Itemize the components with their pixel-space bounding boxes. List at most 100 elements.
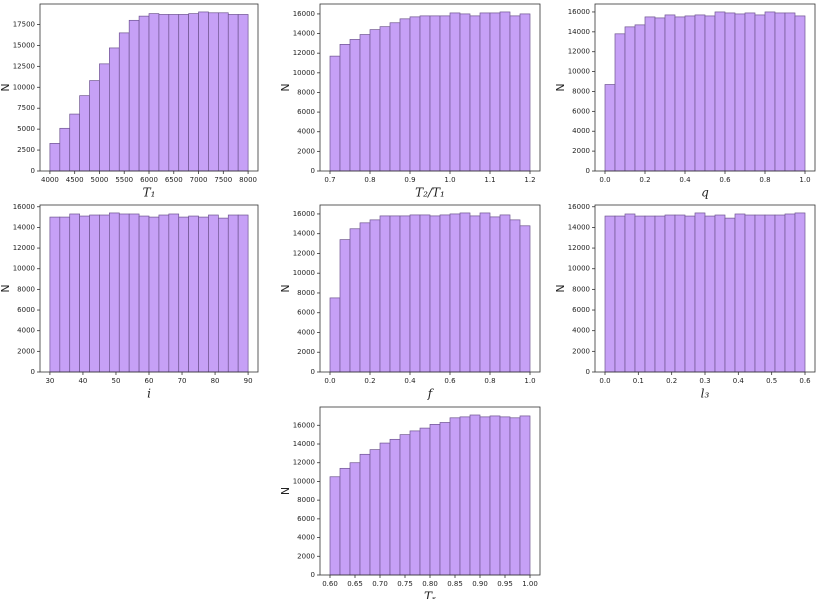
bar (774, 214, 786, 373)
bar (489, 12, 501, 172)
bar (694, 212, 706, 373)
y-tick-label: 4000 (297, 328, 315, 336)
x-tick-label: 1.00 (522, 580, 538, 588)
y-tick-label: 16000 (568, 8, 590, 16)
y-tick-label: 8000 (17, 285, 35, 293)
x-tick-label: 5500 (115, 176, 133, 184)
bar (359, 34, 371, 172)
bar (369, 29, 381, 172)
bar (509, 417, 521, 576)
y-tick-label: 16000 (13, 203, 35, 211)
bar (654, 17, 666, 172)
bar (499, 11, 511, 172)
y-tick-label: 0 (311, 167, 315, 175)
bar (339, 239, 351, 373)
panel: 0.0 0.2 0.4 0.6 0.8 1.0 0 2000 4000 6000 8000 10000… (554, 3, 816, 200)
bar (509, 15, 521, 172)
bar (168, 14, 180, 172)
bar (49, 143, 61, 172)
y-tick-label: 16000 (568, 203, 590, 211)
x-axis-label: T₁ (143, 186, 156, 200)
bar (128, 19, 140, 172)
bar (79, 215, 90, 373)
x-tick-label: 1.2 (524, 176, 535, 184)
x-tick-label: 0.2 (364, 377, 375, 385)
bar (399, 18, 411, 172)
bar (329, 55, 341, 172)
y-tick-label: 2000 (297, 552, 315, 560)
x-tick-label: 0.6 (799, 377, 811, 385)
bar (684, 215, 696, 373)
y-tick-label: 10000 (13, 265, 35, 273)
bar (369, 449, 381, 576)
y-tick-label: 0 (586, 167, 590, 175)
bar (469, 414, 481, 576)
x-tick-label: 0.2 (666, 377, 677, 385)
y-tick-label: 14000 (568, 28, 590, 36)
y-axis-label: N (554, 83, 567, 91)
y-tick-label: 6000 (297, 108, 315, 116)
y-axis-label: N (279, 284, 292, 292)
y-tick-label: 8000 (297, 289, 315, 297)
x-tick-label: 0.7 (324, 176, 335, 184)
bar (694, 14, 706, 172)
bar (429, 15, 441, 172)
panel: 0.7 0.8 0.9 1.0 1.1 1.2 0 2000 4000 6000 8000 10000… (279, 3, 541, 200)
bar (439, 422, 451, 576)
bar (479, 212, 491, 373)
bar (459, 416, 471, 576)
y-tick-label: 4000 (297, 128, 315, 136)
x-tick-label: 1.0 (799, 176, 810, 184)
y-tick-label: 10000 (568, 68, 590, 76)
panel: 0.0 0.2 0.4 0.6 0.8 1.0 0 2000 4000 6000 8000 10000… (279, 204, 541, 401)
panel: 4000 4500 5000 5500 6000 6500 7000 7500 8000 0 250… (0, 3, 259, 200)
bar (674, 214, 686, 373)
bar (399, 434, 411, 576)
x-tick-label: 0.65 (347, 580, 363, 588)
bar (138, 215, 150, 373)
x-tick-label: 0.2 (639, 176, 650, 184)
bar (389, 438, 401, 576)
y-tick-label: 2000 (572, 347, 590, 355)
bar (158, 14, 170, 172)
bar (754, 14, 766, 172)
y-tick-label: 12500 (13, 62, 35, 70)
y-tick-label: 12000 (293, 249, 315, 257)
x-tick-label: 4000 (41, 176, 59, 184)
panel: 30 40 50 60 70 80 90 0 2000 4000 6000 8000 10000 1200… (0, 203, 259, 401)
y-tick-label: 2000 (297, 147, 315, 155)
bar (764, 11, 776, 172)
bar (459, 212, 471, 373)
y-tick-label: 6000 (572, 107, 590, 115)
bar (429, 424, 441, 576)
y-tick-label: 6000 (297, 515, 315, 523)
bar (664, 14, 676, 172)
x-axis-label: Tₛ (424, 590, 436, 599)
bar (359, 453, 371, 576)
bar (59, 127, 71, 172)
x-tick-label: 1.0 (524, 377, 535, 385)
bar (439, 15, 451, 172)
x-axis-label: f (427, 387, 435, 401)
bar (499, 416, 511, 576)
bar (349, 39, 361, 172)
bar (329, 476, 341, 576)
bar (724, 12, 736, 172)
bar (449, 213, 461, 373)
y-axis-label: N (279, 487, 292, 495)
bar (419, 427, 431, 576)
bar (389, 22, 401, 172)
bar (409, 214, 421, 373)
x-tick-label: 70 (178, 377, 187, 385)
bar (644, 215, 656, 373)
bar (49, 216, 61, 373)
bar (369, 219, 381, 373)
panel: 0.60 0.65 0.70 0.75 0.80 0.85 0.90 0.95 1.00 0 200… (279, 406, 541, 599)
bar (714, 214, 726, 373)
y-tick-label: 4000 (572, 327, 590, 335)
bar (784, 12, 796, 172)
bar (379, 442, 391, 576)
y-tick-label: 0 (311, 368, 315, 376)
bar (634, 24, 646, 172)
bar (734, 213, 746, 373)
